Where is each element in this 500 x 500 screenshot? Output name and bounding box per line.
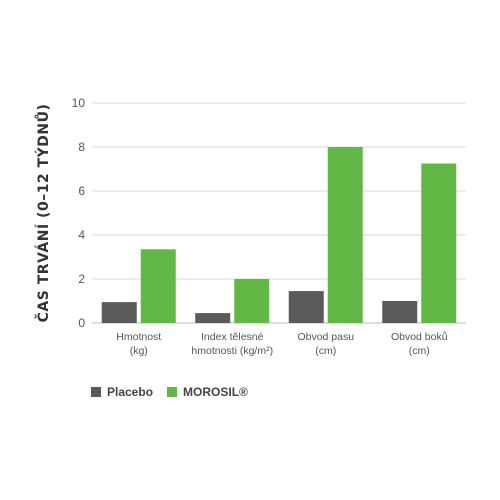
bar-morosil [140,249,176,323]
y-tick-label: 8 [78,140,85,154]
bar-placebo [101,302,137,323]
y-tick-label: 2 [78,272,85,286]
x-category-label: Obvod boků (cm) [391,331,448,357]
bar-placebo [288,291,324,323]
x-category-label: Hmotnost (kg) [116,331,161,357]
legend-label-placebo: Placebo [107,385,154,399]
y-tick-label: 6 [78,184,85,198]
legend: Placebo MOROSIL® [91,385,256,399]
legend-item-placebo: Placebo [91,385,153,399]
bar-morosil [234,279,270,323]
bar-morosil [421,163,457,323]
bars [101,147,457,323]
legend-swatch-placebo [91,387,101,397]
x-category-label: Obvod pasu (cm) [297,331,354,357]
bar-placebo [195,313,231,323]
bar-morosil [327,147,363,323]
y-tick-label: 0 [78,316,85,330]
legend-item-morosil: MOROSIL® [167,385,248,399]
category-labels: Hmotnost (kg) Index tělesné hmotnosti (kg/m… [116,331,447,357]
bar-placebo [382,301,418,323]
legend-swatch-morosil [167,387,178,397]
legend-label-morosil: MOROSIL® [183,385,248,399]
x-category-label: Index tělesné hmotnosti (kg/m²) [191,331,273,357]
y-tick-label: 4 [78,228,85,242]
y-tick-labels: 0 2 4 6 8 10 [72,96,86,330]
y-tick-label: 10 [72,96,86,110]
y-axis-title: ČAS TRVÁNÍ (0–12 TÝDNŮ) [34,104,52,323]
